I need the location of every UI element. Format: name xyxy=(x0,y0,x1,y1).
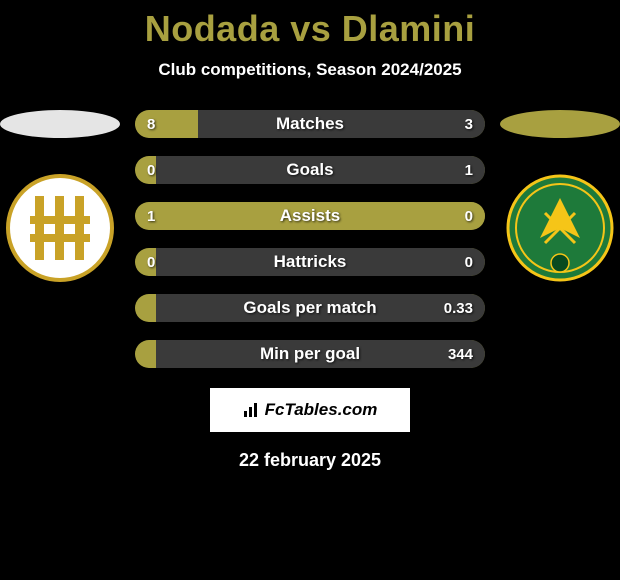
club-right-logo xyxy=(505,168,615,288)
club-right-ellipse xyxy=(500,110,620,138)
stat-value-right: 344 xyxy=(448,340,473,368)
stat-value-right: 0 xyxy=(465,248,473,276)
stat-row: Goals per match0.33 xyxy=(135,294,485,322)
content-area: 8Matches30Goals11Assists00Hattricks0Goal… xyxy=(0,110,620,471)
stat-label: Assists xyxy=(135,202,485,230)
stat-label: Matches xyxy=(135,110,485,138)
stat-value-right: 3 xyxy=(465,110,473,138)
stat-row: 0Hattricks0 xyxy=(135,248,485,276)
stat-label: Goals xyxy=(135,156,485,184)
club-left-ellipse xyxy=(0,110,120,138)
watermark-label: FcTables.com xyxy=(265,400,378,420)
club-right-column xyxy=(500,110,620,288)
stat-value-right: 0.33 xyxy=(444,294,473,322)
shield-logo-icon xyxy=(5,168,115,288)
page-title: Nodada vs Dlamini xyxy=(0,0,620,50)
bars-icon xyxy=(243,402,261,418)
stat-label: Min per goal xyxy=(135,340,485,368)
watermark-box: FcTables.com xyxy=(210,388,410,432)
stat-value-right: 0 xyxy=(465,202,473,230)
arrows-logo-icon xyxy=(505,168,615,288)
watermark-text: FcTables.com xyxy=(243,400,378,420)
subtitle: Club competitions, Season 2024/2025 xyxy=(0,60,620,80)
stat-row: 8Matches3 xyxy=(135,110,485,138)
club-left-logo xyxy=(5,168,115,288)
stat-label: Goals per match xyxy=(135,294,485,322)
date-text: 22 february 2025 xyxy=(0,450,620,471)
stat-value-right: 1 xyxy=(465,156,473,184)
stat-row: Min per goal344 xyxy=(135,340,485,368)
stats-container: 8Matches30Goals11Assists00Hattricks0Goal… xyxy=(135,110,485,368)
stat-row: 0Goals1 xyxy=(135,156,485,184)
stat-label: Hattricks xyxy=(135,248,485,276)
club-left-column xyxy=(0,110,120,288)
stat-row: 1Assists0 xyxy=(135,202,485,230)
